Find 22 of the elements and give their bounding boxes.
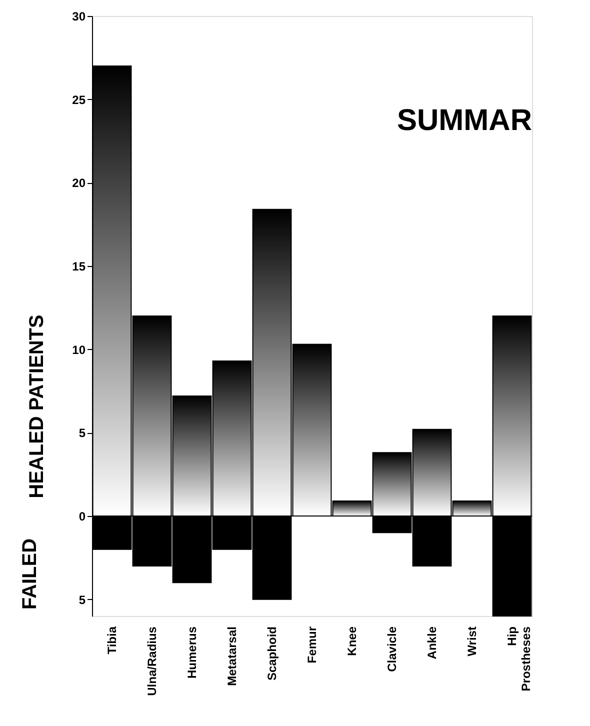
text: SUMMAR [397,104,532,137]
x-tick-label: Ankle [425,626,439,660]
y-axis-title: HEALED PATIENTS [26,314,48,498]
text: FAILED [19,538,41,610]
x-tick-label: Clavicle [385,626,399,672]
x-tick-label: Humerus [185,626,199,679]
y-tick-label: 15 [72,260,86,274]
x-tick-label: Femur [305,626,319,664]
y-tick-label: 25 [72,92,86,107]
x-tick-label: Scaphoid [265,626,279,681]
y-tick-label: 30 [72,10,86,24]
x-tick-label: Wrist [465,626,479,656]
x-tick-label: Metatarsal [225,626,239,686]
x-tick-label: Tibia [105,626,119,654]
x-tick-label: Hip Prostheses [505,626,533,692]
x-tick-label: Ulna/Radius [145,626,159,696]
y-tick-label: 0 [78,510,86,524]
y-tick-label: 10 [72,342,86,357]
y-tick-label: 5 [78,426,86,440]
y-tick-label: 5 [78,592,86,607]
x-tick-label: Knee [345,626,359,656]
y-tick-label: 20 [72,176,86,190]
